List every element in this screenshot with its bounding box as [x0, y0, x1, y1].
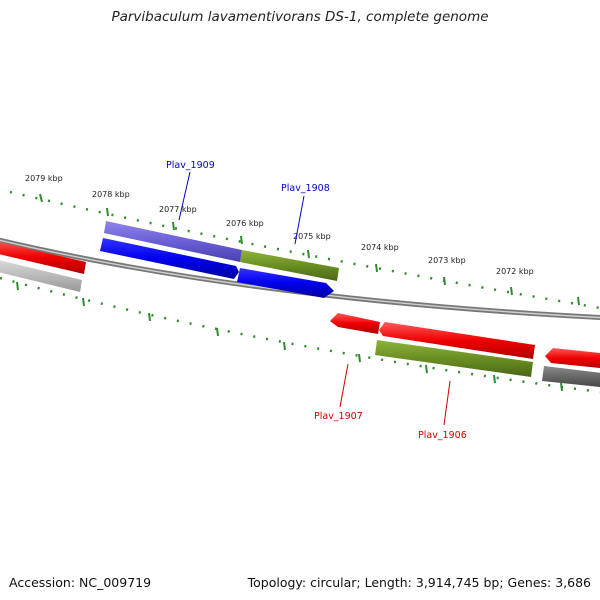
lower-major-ticks — [16, 281, 563, 392]
genome-backbone — [0, 237, 600, 320]
gene-plav-1906[interactable] — [375, 340, 533, 377]
accession-text: Accession: NC_009719 — [9, 575, 152, 590]
kbp-label: 2075 kbp — [293, 232, 331, 241]
gene-gray-left[interactable] — [0, 258, 82, 292]
kbp-label: 2077 kbp — [159, 205, 197, 214]
gene-label-plav-1906[interactable]: Plav_1906 — [418, 430, 467, 441]
gene-red-left-upper[interactable] — [0, 240, 86, 274]
genome-title: Parvibaculum lavamentivorans DS-1, compl… — [111, 9, 489, 25]
kbp-label: 2072 kbp — [496, 267, 534, 276]
lower-tick-track — [0, 276, 600, 394]
upper-major-ticks — [39, 193, 580, 306]
kbp-label: 2074 kbp — [361, 243, 399, 252]
kbp-label: 2078 kbp — [92, 190, 130, 199]
gene-plav-1909-light[interactable] — [104, 221, 242, 262]
gene-label-plav-1909[interactable]: Plav_1909 — [166, 160, 215, 171]
gene-plav-1909[interactable] — [100, 238, 239, 279]
kbp-label: 2079 kbp — [25, 174, 63, 183]
leader-plav-1908 — [294, 195, 305, 245]
leader-plav-1909 — [178, 171, 191, 221]
gene-gray-right[interactable] — [542, 366, 600, 388]
gene-label-plav-1907[interactable]: Plav_1907 — [314, 411, 363, 422]
gene-plav-1908[interactable] — [237, 268, 334, 298]
gene-plav-1908-olive[interactable] — [240, 250, 339, 281]
genome-backbone-highlight — [0, 239, 600, 319]
gene-plav-1907[interactable] — [330, 313, 380, 334]
kbp-label: 2076 kbp — [226, 219, 264, 228]
gene-red-right[interactable] — [545, 348, 600, 369]
gene-red-middle[interactable] — [379, 322, 535, 359]
gene-label-plav-1908[interactable]: Plav_1908 — [281, 183, 330, 194]
genome-summary-text: Topology: circular; Length: 3,914,745 bp… — [247, 575, 591, 590]
kbp-label: 2073 kbp — [428, 256, 466, 265]
leader-plav-1906 — [443, 380, 451, 426]
leader-plav-1907 — [339, 363, 349, 408]
